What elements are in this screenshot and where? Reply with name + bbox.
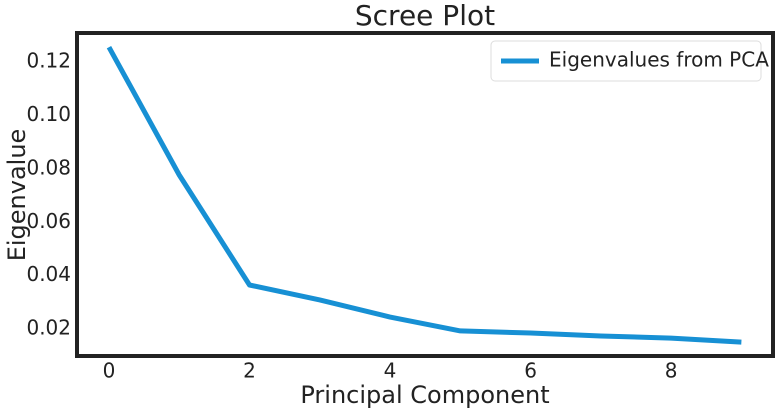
chart-title: Scree Plot xyxy=(355,0,495,32)
y-tick-label: 0.08 xyxy=(26,155,71,179)
x-tick-label: 2 xyxy=(243,359,256,383)
x-tick-label: 4 xyxy=(384,359,397,383)
x-tick-label: 8 xyxy=(665,359,678,383)
y-tick-label: 0.04 xyxy=(26,262,71,286)
x-tick-label: 0 xyxy=(103,359,116,383)
y-tick-label: 0.02 xyxy=(26,316,71,340)
legend-label: Eigenvalues from PCA xyxy=(549,48,769,72)
y-axis-label: Eigenvalue xyxy=(3,129,31,262)
x-axis-label: Principal Component xyxy=(300,381,549,409)
data-line xyxy=(106,45,742,345)
legend-box xyxy=(490,40,762,82)
x-tick-label: 6 xyxy=(524,359,537,383)
y-tick-label: 0.10 xyxy=(26,102,71,126)
plot-frame xyxy=(75,31,775,358)
y-tick-label: 0.06 xyxy=(26,209,71,233)
y-tick-label: 0.12 xyxy=(26,49,71,73)
